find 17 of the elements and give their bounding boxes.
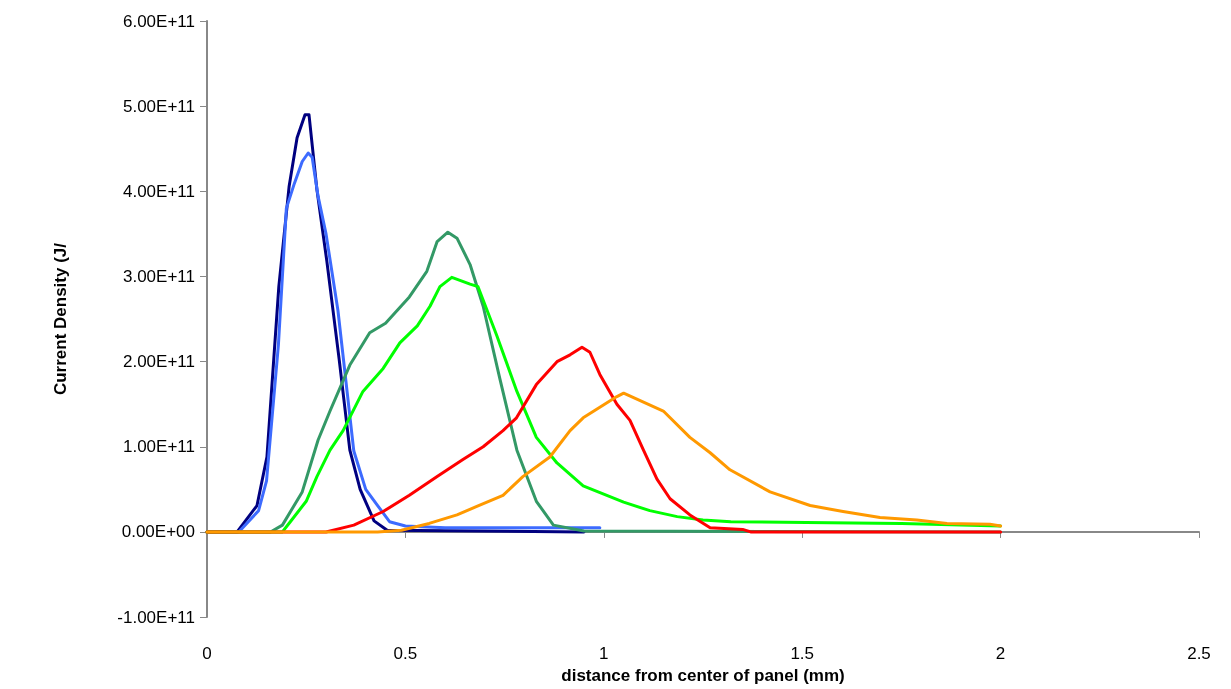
x-tick-label: 2.5	[1187, 644, 1211, 664]
line-series	[205, 391, 1003, 534]
y-tick-label: 4.00E+11	[122, 181, 195, 201]
y-tick-label: 2.00E+11	[122, 352, 195, 372]
y-tick-label: 1.00E+11	[122, 437, 195, 457]
y-tick-label: -1.00E+11	[117, 607, 195, 627]
x-tick-label: 0	[202, 644, 212, 664]
y-tick-label: 5.00E+11	[122, 96, 195, 116]
y-axis-title: Current Density (J/	[51, 242, 70, 396]
y-tick-label: 6.00E+11	[122, 11, 195, 31]
x-tick-label: 0.5	[393, 644, 418, 664]
x-axis-title: distance from center of panel (mm)	[561, 666, 845, 685]
x-tick-label: 1.5	[790, 644, 815, 664]
y-tick-label: 3.00E+11	[122, 266, 195, 286]
y-tick-label: 0.00E+00	[121, 522, 195, 542]
x-tick-label: 1	[599, 644, 609, 664]
x-tick-label: 2	[995, 644, 1006, 664]
